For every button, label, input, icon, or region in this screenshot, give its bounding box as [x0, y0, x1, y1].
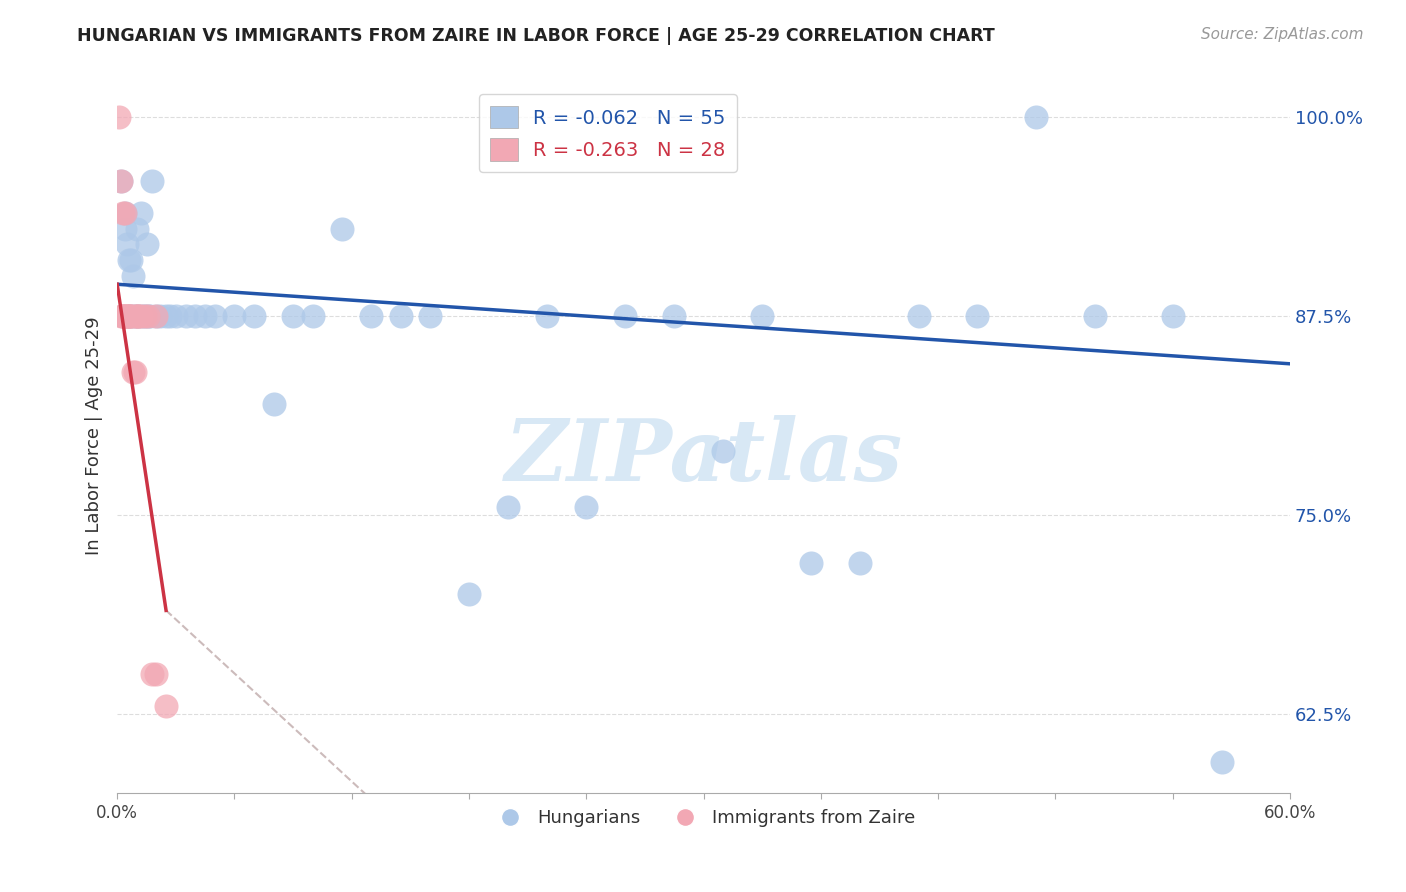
Point [155, 309, 177, 323]
Point [281, 309, 304, 323]
Point [114, 205, 136, 219]
Point [124, 309, 146, 323]
Point [115, 237, 138, 252]
Point [536, 309, 558, 323]
Point [711, 444, 734, 458]
Point [138, 309, 160, 323]
Text: Source: ZipAtlas.com: Source: ZipAtlas.com [1201, 27, 1364, 42]
Point [129, 205, 152, 219]
Point [301, 309, 323, 323]
Point [128, 309, 150, 323]
Point [120, 253, 142, 268]
Point [135, 237, 157, 252]
Point [263, 396, 285, 410]
Point [134, 309, 156, 323]
Point [496, 500, 519, 514]
Point [121, 365, 143, 379]
Point [194, 309, 217, 323]
Point [125, 221, 148, 235]
Point [134, 309, 156, 323]
Point [849, 556, 872, 570]
Point [1211, 755, 1233, 769]
Point [120, 309, 142, 323]
Point [174, 309, 197, 323]
Point [114, 309, 136, 323]
Point [110, 309, 132, 323]
Point [125, 309, 148, 323]
Point [112, 309, 135, 323]
Point [1161, 309, 1184, 323]
Point [389, 309, 412, 323]
Point [145, 309, 167, 323]
Point [184, 309, 207, 323]
Point [125, 309, 148, 323]
Point [1025, 110, 1047, 124]
Point [128, 309, 150, 323]
Point [614, 309, 637, 323]
Text: HUNGARIAN VS IMMIGRANTS FROM ZAIRE IN LABOR FORCE | AGE 25-29 CORRELATION CHART: HUNGARIAN VS IMMIGRANTS FROM ZAIRE IN LA… [77, 27, 995, 45]
Point [204, 309, 226, 323]
Y-axis label: In Labor Force | Age 25-29: In Labor Force | Age 25-29 [86, 316, 103, 555]
Point [112, 309, 135, 323]
Point [114, 205, 136, 219]
Point [751, 309, 773, 323]
Point [118, 253, 141, 268]
Legend: Hungarians, Immigrants from Zaire: Hungarians, Immigrants from Zaire [485, 802, 922, 834]
Point [243, 309, 266, 323]
Point [159, 309, 181, 323]
Point [118, 309, 141, 323]
Point [224, 309, 246, 323]
Point [115, 309, 138, 323]
Point [114, 221, 136, 235]
Point [115, 309, 138, 323]
Point [121, 269, 143, 284]
Point [131, 309, 153, 323]
Point [138, 309, 160, 323]
Point [139, 309, 162, 323]
Point [124, 365, 146, 379]
Point [575, 500, 598, 514]
Point [120, 309, 142, 323]
Point [664, 309, 686, 323]
Point [118, 309, 141, 323]
Point [149, 309, 172, 323]
Point [108, 110, 131, 124]
Point [145, 667, 167, 681]
Point [419, 309, 441, 323]
Point [145, 309, 167, 323]
Point [124, 309, 146, 323]
Point [1083, 309, 1105, 323]
Point [125, 309, 148, 323]
Point [458, 587, 481, 601]
Point [800, 556, 823, 570]
Point [330, 221, 353, 235]
Point [110, 174, 132, 188]
Point [360, 309, 382, 323]
Point [112, 205, 135, 219]
Point [907, 309, 929, 323]
Point [141, 667, 163, 681]
Point [118, 309, 141, 323]
Point [129, 309, 152, 323]
Point [165, 309, 187, 323]
Point [966, 309, 988, 323]
Text: ZIPatlas: ZIPatlas [505, 415, 903, 499]
Point [110, 174, 132, 188]
Point [120, 309, 142, 323]
Point [112, 309, 135, 323]
Point [155, 698, 177, 713]
Point [114, 309, 136, 323]
Point [141, 174, 163, 188]
